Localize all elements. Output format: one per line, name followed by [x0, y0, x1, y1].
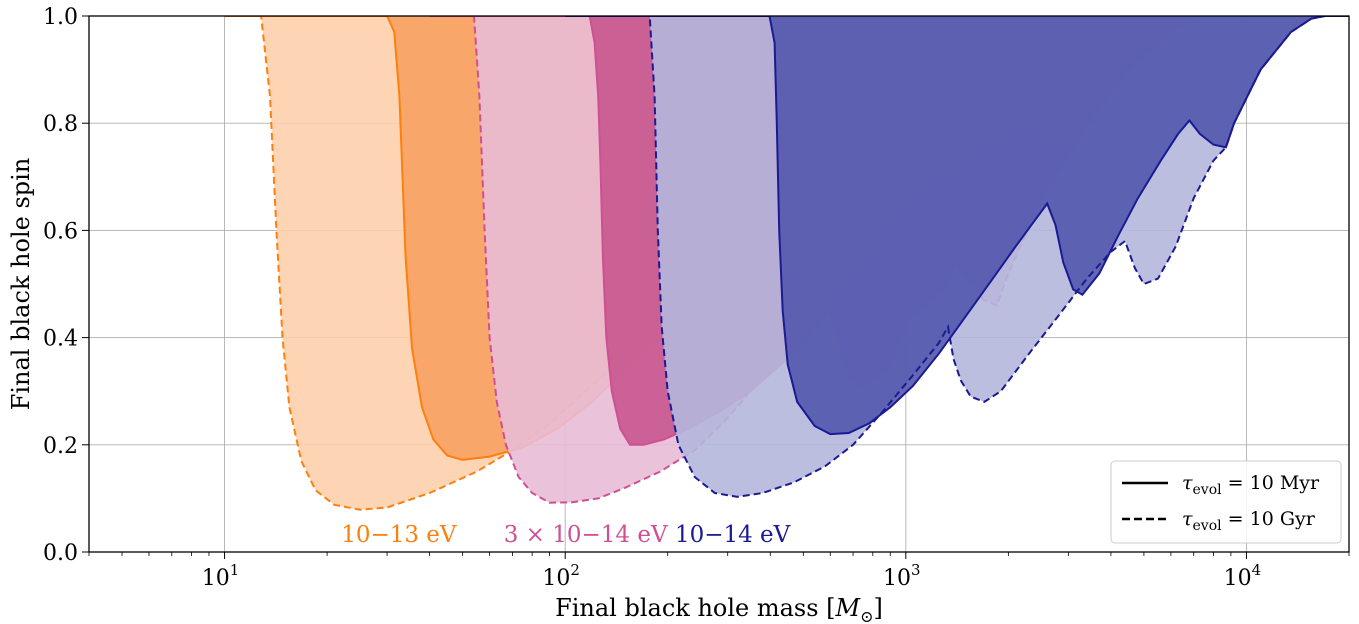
x-tick-label: 104 [1224, 561, 1262, 591]
series-label: 10−14 eV [675, 522, 791, 548]
series-labels: 10−13 eV 3 × 10−14 eV 10−14 eV [341, 522, 790, 548]
legend-label: τevol = 10 Gyr [1182, 508, 1316, 534]
dashed-boundary-line [429, 16, 1195, 504]
solid-region-fill [565, 16, 1349, 435]
series-label: 10−13 eV [341, 522, 457, 548]
x-tick-label: 103 [883, 561, 921, 591]
y-tick-label: 0.8 [43, 112, 78, 137]
y-tick-label: 0.6 [43, 219, 78, 244]
plot-frame [88, 15, 1350, 553]
x-tick-label: 101 [202, 561, 240, 591]
y-tick-label: 0.2 [43, 434, 78, 459]
x-axis-label: Final black hole mass [M⊙] [555, 594, 883, 624]
series-3 [565, 16, 1349, 498]
solid-boundary-line [565, 16, 1349, 436]
plot-series [224, 16, 1349, 511]
series-label: 3 × 10−14 eV [504, 522, 668, 548]
y-axis: 0.0 0.2 0.4 0.6 0.8 1.0 [43, 5, 89, 566]
y-tick-label: 1.0 [43, 5, 78, 30]
legend: τevol = 10 Myr τevol = 10 Gyr [1110, 460, 1342, 544]
x-tick-label: 102 [542, 561, 580, 591]
x-axis: 101 102 103 104 [88, 552, 1350, 591]
legend-label: τevol = 10 Myr [1182, 472, 1320, 498]
y-axis-label: Final black hole spin [7, 158, 35, 411]
y-tick-label: 0.0 [43, 541, 78, 566]
y-tick-label: 0.4 [43, 327, 78, 352]
legend-box [1110, 460, 1342, 544]
